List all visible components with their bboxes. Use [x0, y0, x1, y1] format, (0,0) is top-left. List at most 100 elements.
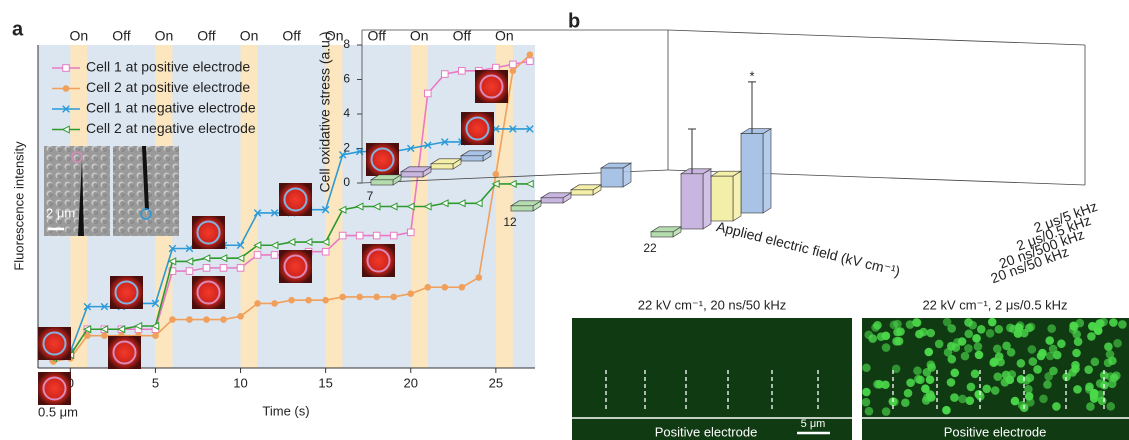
marker	[457, 199, 466, 208]
scale-label: 0.5 μm	[38, 404, 78, 419]
cell-dot	[1068, 325, 1078, 334]
cell-dot	[1095, 319, 1104, 328]
cell-dot	[1045, 351, 1055, 361]
marker	[100, 302, 109, 311]
micrographs: 22 kV cm⁻¹, 20 ns/50 kHz 22 kV cm⁻¹, 2 μ…	[572, 297, 1129, 440]
z-tick-label: 0	[343, 175, 350, 189]
marker	[509, 60, 517, 69]
marker	[372, 231, 381, 240]
bar	[540, 197, 564, 204]
cell-dot	[881, 343, 891, 352]
marker	[254, 300, 261, 307]
cell-dot	[942, 317, 952, 327]
bar	[650, 231, 674, 238]
cell-dot	[864, 406, 874, 416]
cell-dot	[1024, 392, 1034, 401]
bar	[600, 167, 624, 188]
category-label: 12	[503, 215, 517, 229]
marker	[509, 67, 517, 75]
cell-dot	[881, 380, 890, 390]
marker	[237, 313, 244, 320]
cell-outline	[283, 254, 308, 279]
cell-outline	[370, 147, 395, 172]
cell-dot	[1086, 402, 1095, 411]
cell-dot	[1049, 366, 1058, 376]
marker	[168, 257, 177, 266]
cell-dots	[861, 317, 1127, 416]
panel-a: On Off On Off On Off On Off On Off On 0 5 10 15 20 25 Tim…	[11, 28, 535, 419]
marker	[236, 254, 245, 263]
marker	[373, 293, 381, 301]
cell-dot	[1073, 337, 1083, 347]
marker	[525, 179, 534, 188]
cell-outline	[112, 340, 137, 365]
cell-dot	[993, 372, 1003, 381]
marker	[321, 205, 330, 214]
marker	[372, 202, 381, 211]
micrograph	[572, 318, 852, 440]
cell-dot	[873, 379, 882, 389]
cell-dot	[881, 407, 891, 416]
marker	[423, 141, 432, 149]
cell-dot	[1045, 336, 1055, 345]
annotation: *	[749, 68, 754, 83]
marker	[441, 283, 449, 291]
marker	[236, 241, 245, 250]
phase-label: On	[155, 28, 174, 44]
cell-dot	[1118, 320, 1127, 329]
z-tick-label: 8	[343, 37, 350, 51]
cell-dot	[1043, 380, 1052, 389]
legend-marker	[62, 85, 70, 92]
bar	[570, 189, 594, 196]
image-title: 22 kV cm⁻¹, 20 ns/50 kHz	[638, 297, 786, 312]
marker	[458, 67, 466, 75]
cell-dot	[982, 384, 992, 394]
marker	[423, 202, 432, 211]
marker	[116, 325, 126, 334]
cell-dot	[925, 375, 935, 384]
marker	[474, 199, 483, 208]
bar	[430, 163, 454, 170]
marker	[151, 299, 160, 308]
marker	[509, 125, 517, 133]
marker	[321, 237, 330, 247]
marker	[253, 209, 262, 217]
cell-dot	[1028, 357, 1038, 366]
cell-dot	[873, 320, 882, 330]
marker	[271, 300, 278, 307]
cell-dot	[903, 388, 913, 398]
cell-dot	[1036, 351, 1046, 361]
electrode-label: Positive electrode	[944, 424, 1047, 439]
cell-dot	[891, 364, 901, 374]
cell-dot	[868, 334, 878, 343]
cell-outline	[196, 280, 221, 305]
z-tick-label: 4	[343, 106, 350, 120]
electrode-tip	[78, 160, 84, 236]
marker	[202, 254, 211, 263]
cell-dot	[946, 378, 956, 387]
cell-dot	[1084, 385, 1094, 394]
dashed-lines	[605, 370, 1105, 412]
cell-dot	[972, 333, 981, 343]
image-title: 22 kV cm⁻¹, 2 μs/0.5 kHz	[922, 297, 1067, 312]
cell-dot	[964, 344, 973, 353]
marker	[389, 202, 398, 211]
cell-dot	[1090, 357, 1100, 367]
cell-dot	[1052, 402, 1061, 411]
marker	[82, 325, 92, 334]
inset-image	[44, 146, 110, 236]
cell-dot	[947, 324, 957, 333]
cell-dot	[1024, 385, 1033, 394]
cell-dot	[1025, 373, 1035, 383]
cell-dot	[912, 318, 921, 327]
cell-dot	[987, 317, 997, 327]
marker	[305, 296, 312, 304]
marker	[526, 51, 534, 58]
cell-dot	[990, 386, 1000, 395]
marker	[168, 244, 177, 253]
cell-dot	[1109, 318, 1118, 327]
cell-dot	[950, 393, 959, 402]
marker	[475, 274, 483, 281]
marker	[220, 316, 227, 323]
marker	[134, 321, 143, 331]
